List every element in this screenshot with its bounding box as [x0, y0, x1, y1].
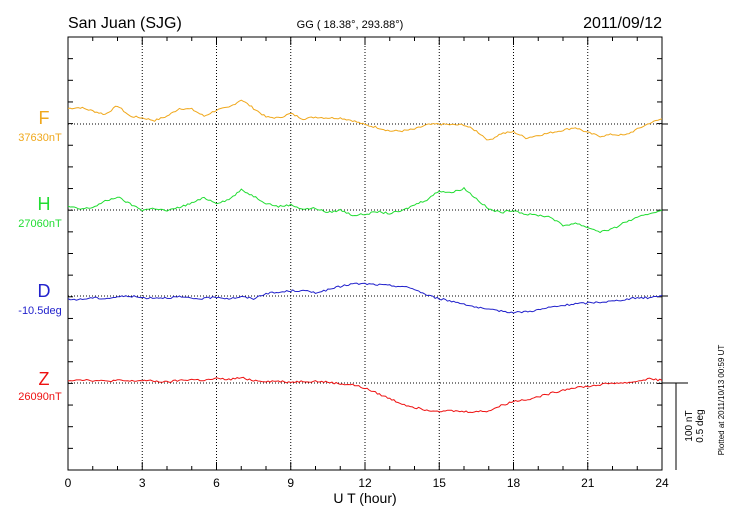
series-line-h — [67, 186, 663, 234]
series-line-z — [67, 376, 663, 414]
series-layer — [67, 99, 663, 414]
series-baseline-label-z: 26090nT — [18, 391, 62, 403]
x-tick-label-6: 6 — [213, 476, 220, 490]
series-name-d: D — [38, 281, 51, 301]
series-line-f — [67, 99, 663, 141]
series-baseline-label-d: -10.5deg — [18, 305, 61, 317]
x-tick-label-3: 3 — [139, 476, 146, 490]
series-baseline-label-f: 37630nT — [18, 132, 62, 144]
x-tick-label-9: 9 — [287, 476, 294, 490]
x-tick-label-12: 12 — [358, 476, 372, 490]
x-tick-label-21: 21 — [581, 476, 595, 490]
x-tick-label-15: 15 — [433, 476, 447, 490]
chart-subtitle: GG ( 18.38°, 293.88°) — [297, 19, 404, 31]
scale-label-deg: 0.5 deg — [695, 409, 706, 442]
series-name-h: H — [38, 194, 51, 214]
series-baseline-label-h: 27060nT — [18, 218, 62, 230]
x-tick-label-24: 24 — [655, 476, 669, 490]
chart-title: San Juan (SJG) — [68, 15, 182, 32]
series-name-f: F — [39, 108, 50, 128]
x-tick-label-0: 0 — [65, 476, 72, 490]
series-name-z: Z — [39, 369, 50, 389]
chart-date: 2011/09/12 — [583, 15, 662, 32]
x-axis-label: U T (hour) — [333, 490, 396, 506]
grid-layer — [68, 37, 662, 470]
x-tick-label-18: 18 — [507, 476, 521, 490]
scale-label-nt: 100 nT — [684, 410, 695, 441]
tick-layer: 0 3 6 9 12 15 18 21 24 — [65, 36, 669, 490]
series-line-d — [67, 282, 663, 314]
label-layer: F 37630nT H 27060nT D -10.5deg Z 26090nT — [18, 108, 62, 403]
scale-bar: 100 nT 0.5 deg — [662, 382, 706, 470]
plotted-note: Plotted at 2011/10/13 00:59 UT — [717, 345, 726, 456]
